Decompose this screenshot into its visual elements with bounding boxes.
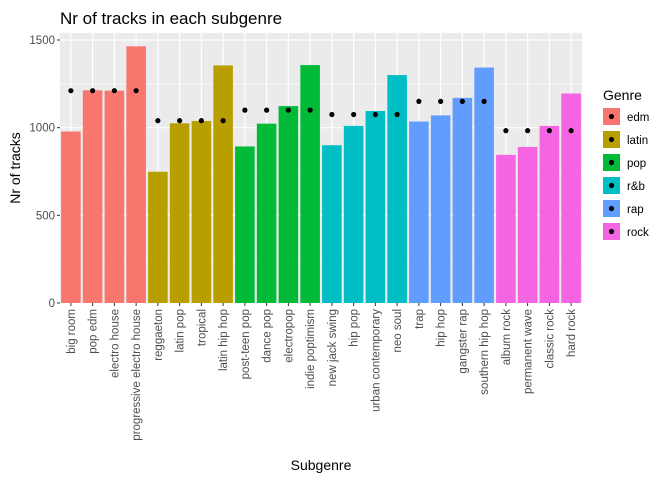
x-tick-label: trap	[414, 309, 426, 329]
legend-label: edm	[627, 112, 649, 124]
x-tick-label: electro house	[109, 309, 121, 378]
y-axis-title: Nr of tracks	[7, 132, 23, 204]
x-tick-label: tropical	[196, 309, 208, 346]
legend-key-point	[608, 159, 615, 166]
legend-key-point	[608, 136, 615, 143]
genre-mean-point	[285, 107, 291, 113]
genre-mean-point	[438, 98, 444, 104]
bars	[61, 46, 581, 304]
x-tick-label: progressive electro house	[131, 309, 143, 441]
legend-title: Genre	[603, 87, 642, 103]
x-tick-label: neo soul	[392, 309, 404, 352]
genre-mean-point	[242, 107, 248, 113]
genre-mean-point	[503, 128, 509, 134]
legend-label: r&b	[627, 181, 645, 193]
legend-label: latin	[627, 135, 648, 147]
x-tick-label: post-teen pop	[240, 309, 252, 379]
x-tick-label: hard rock	[566, 309, 578, 357]
genre-mean-point	[459, 98, 465, 104]
x-axis-title: Subgenre	[291, 457, 352, 473]
genre-mean-point	[111, 88, 117, 94]
bar-dance-pop	[256, 123, 277, 304]
bar-trap	[409, 121, 429, 303]
x-tick-label: dance pop	[262, 309, 274, 363]
genre-mean-point	[481, 98, 487, 104]
x-tick-label: hip hop	[436, 309, 448, 347]
genre-mean-point	[329, 111, 335, 118]
genre-mean-point	[307, 107, 313, 113]
genre-mean-point	[525, 128, 531, 134]
y-tick-label: 1500	[29, 35, 55, 47]
x-tick-label: reggaeton	[153, 309, 165, 361]
bar-latin-pop	[169, 123, 190, 303]
chart-title: Nr of tracks in each subgenre	[60, 9, 282, 28]
genre-mean-point	[90, 88, 96, 94]
x-tick-label: permanent wave	[523, 309, 535, 394]
bar-electro-house	[104, 90, 125, 303]
genre-mean-point	[394, 111, 400, 118]
y-tick-label: 500	[36, 210, 55, 222]
y-tick-label: 1000	[29, 123, 55, 135]
genre-mean-point	[220, 118, 226, 124]
bar-hip-hop	[430, 115, 451, 304]
x-tick-label: latin hip hop	[218, 309, 230, 371]
legend-label: pop	[627, 158, 646, 170]
x-tick-label: hip pop	[349, 309, 361, 347]
x-tick-label: indie poptimism	[305, 309, 317, 389]
bar-hard-rock	[561, 93, 581, 303]
bar-big-room	[61, 131, 81, 303]
bar-reggaeton	[148, 171, 168, 303]
axes: 0 500 1000 1500 big room pop edm electro house…	[29, 35, 578, 441]
genre-mean-point	[416, 98, 422, 104]
genre-mean-point	[264, 107, 270, 113]
bar-gangster-rap	[452, 97, 473, 303]
genre-mean-points	[68, 88, 574, 134]
x-tick-label: urban contemporary	[370, 309, 382, 412]
genre-mean-point	[133, 88, 139, 94]
x-tick-label: classic rock	[544, 309, 556, 369]
genre-mean-point	[155, 118, 161, 124]
x-tick-label: gangster rap	[457, 309, 469, 374]
y-tick-label: 0	[49, 298, 55, 310]
bar-progressive-electro-house	[126, 46, 146, 303]
genre-mean-point	[351, 111, 357, 118]
bar-album-rock	[496, 154, 516, 303]
legend-key-point	[608, 205, 615, 212]
bar-indie-poptimism	[300, 65, 320, 304]
bar-pop-edm	[82, 90, 103, 303]
legend-label: rap	[627, 204, 644, 216]
bar-permanent-wave	[517, 146, 538, 303]
genre-mean-point	[68, 88, 74, 94]
genre-mean-point	[568, 128, 574, 134]
bar-classic-rock	[539, 125, 560, 303]
bar-neo-soul	[387, 75, 407, 304]
x-tick-label: pop edm	[88, 309, 100, 354]
x-tick-label: southern hip hop	[479, 309, 491, 395]
genre-mean-point	[177, 118, 183, 124]
genre-mean-point	[546, 128, 552, 134]
bar-urban-contemporary	[365, 111, 386, 304]
x-tick-label: latin pop	[175, 309, 187, 352]
bar-electropop	[278, 106, 299, 304]
genre-mean-point	[372, 111, 378, 118]
x-tick-label: electropop	[283, 309, 295, 363]
plot-panel	[60, 33, 582, 303]
legend-key-point	[608, 228, 615, 235]
bar-hip-pop	[343, 125, 364, 303]
bar-post-teen-pop	[235, 146, 255, 303]
genre-mean-point	[198, 118, 204, 124]
legend: Genre edm latin pop r&b rap rock	[603, 87, 649, 240]
legend-key-point	[608, 182, 615, 189]
legend-label: rock	[627, 227, 649, 239]
bar-southern-hip-hop	[474, 67, 494, 303]
bar-latin-hip-hop	[213, 65, 233, 304]
x-tick-label: album rock	[501, 309, 513, 365]
bar-tropical	[191, 121, 212, 303]
x-tick-label: new jack swing	[327, 309, 339, 386]
legend-key-point	[608, 113, 615, 120]
x-tick-label: big room	[66, 309, 78, 354]
bar-new-jack-swing	[322, 145, 342, 303]
